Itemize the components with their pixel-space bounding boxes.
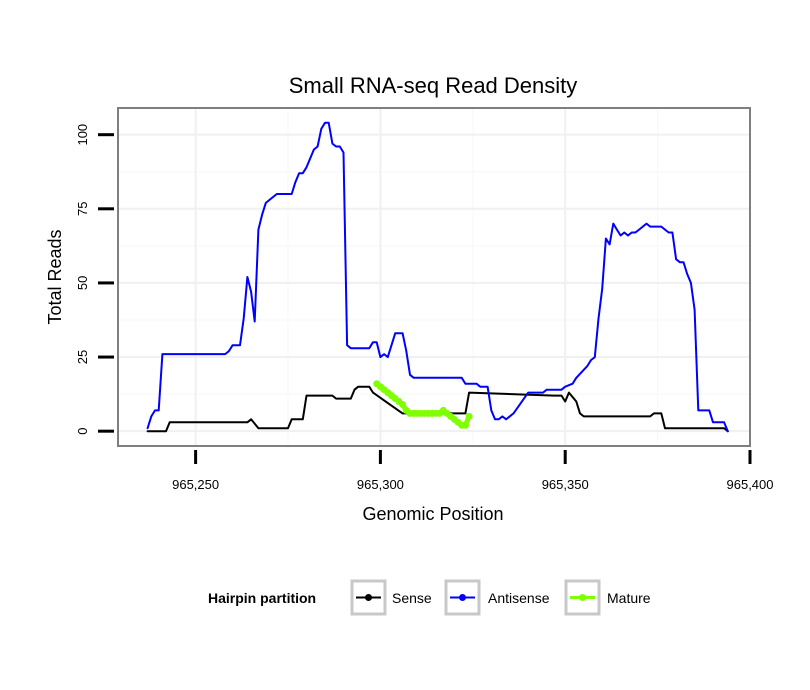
series-point-mature <box>399 400 407 408</box>
series-point-mature <box>461 421 469 429</box>
y-tick-label: 50 <box>75 276 90 290</box>
legend-key-point-mature <box>579 594 586 601</box>
chart-title: Small RNA-seq Read Density <box>289 73 578 98</box>
series-layer <box>146 121 729 433</box>
y-tick-label: 75 <box>75 202 90 216</box>
x-tick-label: 965,400 <box>727 477 774 492</box>
x-axis-title: Genomic Position <box>362 504 503 524</box>
plot-panel-border <box>117 107 751 447</box>
x-tick-label: 965,300 <box>357 477 404 492</box>
series-line-sense <box>146 385 729 433</box>
x-tick-label: 965,350 <box>542 477 589 492</box>
x-axis: 965,250 965,300 965,350 965,400 <box>172 450 774 492</box>
legend-key-point-antisense <box>459 594 466 601</box>
y-axis-title: Total Reads <box>45 229 65 324</box>
legend: Hairpin partition Sense Antisense Mature <box>208 579 651 616</box>
series-point-mature <box>465 412 473 420</box>
y-tick-label: 0 <box>75 428 90 435</box>
legend-label-antisense: Antisense <box>488 590 550 606</box>
y-axis: 0 25 50 75 100 <box>75 124 114 435</box>
series-line-antisense <box>146 121 729 433</box>
legend-label-mature: Mature <box>607 590 651 606</box>
legend-title: Hairpin partition <box>208 590 316 606</box>
legend-key-point-sense <box>365 594 372 601</box>
x-tick-label: 965,250 <box>172 477 219 492</box>
legend-label-sense: Sense <box>392 590 432 606</box>
y-tick-label: 100 <box>75 124 90 146</box>
grid <box>118 108 750 446</box>
y-tick-label: 25 <box>75 350 90 364</box>
